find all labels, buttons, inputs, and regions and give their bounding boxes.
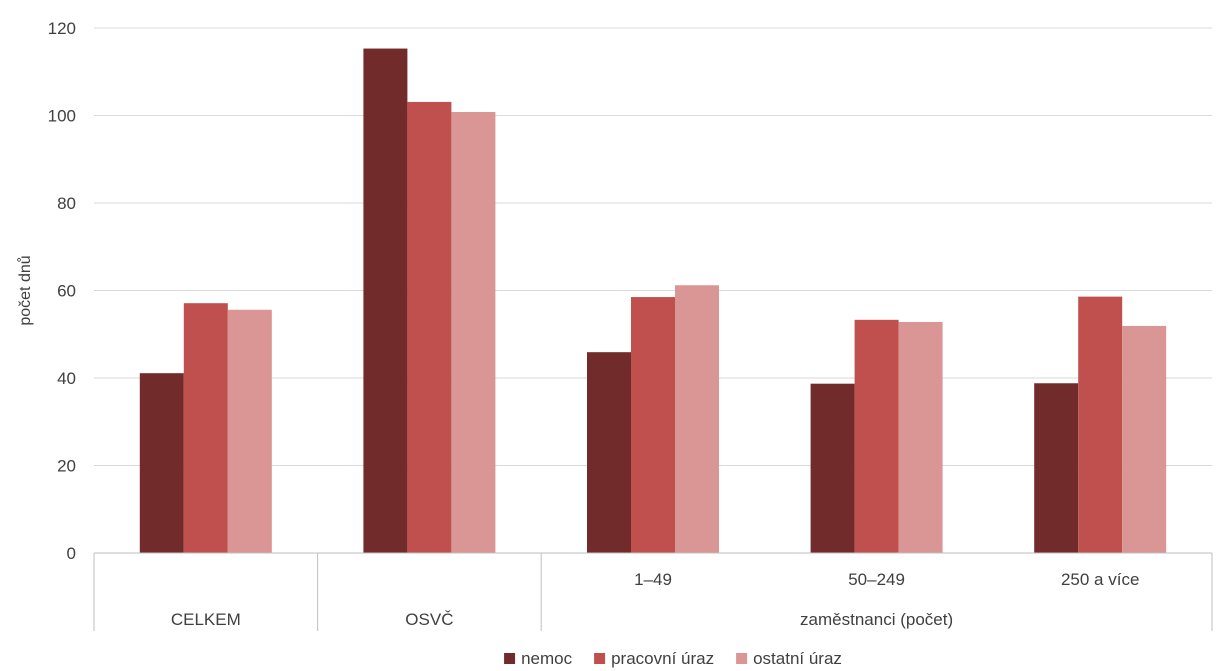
y-tick-label: 0 <box>67 544 76 563</box>
y-tick-label: 40 <box>57 369 76 388</box>
legend-swatch <box>504 653 516 664</box>
bar-nemoc-4 <box>1034 383 1079 553</box>
bar-ostatní-úraz-3 <box>898 322 943 553</box>
bar-nemoc-3 <box>810 383 855 553</box>
gridlines <box>94 27 1212 466</box>
y-tick-label: 20 <box>57 457 76 476</box>
bar-pracovní-úraz-4 <box>1078 296 1123 553</box>
x-category-label: 50–249 <box>848 570 905 589</box>
x-category-labels: CELKEM OSVČ 1–49 50–249 250 a více zaměstnanc… <box>171 570 1140 629</box>
bar-ostatní-úraz-2 <box>675 285 719 553</box>
legend-item-nemoc: nemoc <box>504 649 573 668</box>
y-tick-label: 100 <box>48 107 76 126</box>
bars <box>139 48 1167 553</box>
legend-item-pracovní-úraz: pracovní úraz <box>594 649 714 668</box>
legend-item-ostatní-úraz: ostatní úraz <box>736 649 842 668</box>
bar-ostatní-úraz-1 <box>451 112 496 553</box>
x-category-label: 250 a více <box>1061 570 1139 589</box>
y-axis-title: počet dnů <box>16 255 34 325</box>
bar-ostatní-úraz-4 <box>1122 325 1167 553</box>
axes <box>93 552 1213 631</box>
bar-pracovní-úraz-3 <box>854 319 899 553</box>
y-tick-label: 80 <box>57 194 76 213</box>
x-group-label: zaměstnanci (počet) <box>800 610 953 629</box>
bar-pracovní-úraz-1 <box>407 101 452 553</box>
bar-ostatní-úraz-0 <box>227 309 272 553</box>
y-tick-label: 60 <box>57 282 76 301</box>
y-tick-label: 120 <box>48 19 76 38</box>
legend: nemoc pracovní úraz ostatní úraz <box>504 649 842 668</box>
bar-nemoc-2 <box>587 352 631 553</box>
bar-nemoc-1 <box>363 48 408 553</box>
legend-swatch <box>594 653 606 664</box>
x-category-label: 1–49 <box>634 570 672 589</box>
x-category-label: CELKEM <box>171 610 241 629</box>
legend-label: pracovní úraz <box>611 649 714 668</box>
legend-swatch <box>736 653 748 664</box>
bar-nemoc-0 <box>139 373 184 553</box>
bar-pracovní-úraz-2 <box>631 297 675 553</box>
legend-label: ostatní úraz <box>753 649 842 668</box>
y-tick-labels: 0 20 40 60 80 100 120 <box>48 19 76 563</box>
legend-label: nemoc <box>521 649 573 668</box>
bar-pracovní-úraz-0 <box>183 303 228 553</box>
x-category-label: OSVČ <box>405 610 453 629</box>
